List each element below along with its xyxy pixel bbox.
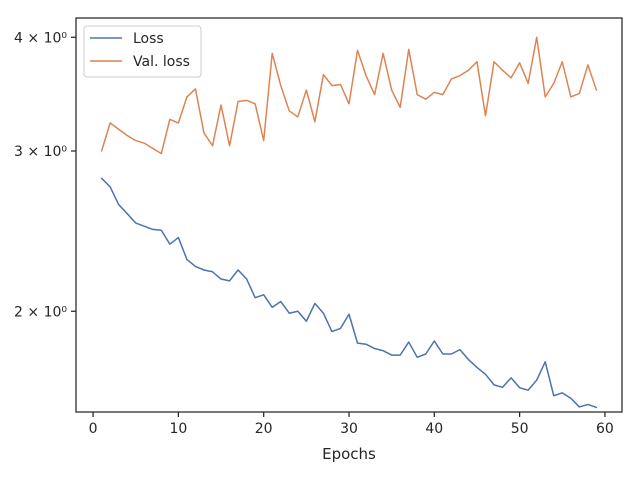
x-tick-label: 60 [596, 421, 614, 437]
series-line-val-loss [100, 36, 598, 155]
x-tick-label: 50 [511, 421, 529, 437]
y-tick-label: 2 × 10⁰ [14, 304, 67, 320]
legend-label-loss: Loss [133, 31, 164, 47]
y-tick-label: 4 × 10⁰ [14, 30, 67, 46]
x-tick-label: 0 [89, 421, 98, 437]
x-axis-ticks: 0 10 20 30 40 50 60 [89, 412, 614, 437]
plot-frame [75, 17, 623, 413]
legend-label-val-loss: Val. loss [133, 54, 190, 70]
x-tick-label: 40 [425, 421, 443, 437]
legend: Loss Val. loss [83, 25, 202, 78]
series-layer [100, 36, 598, 409]
x-tick-label: 30 [340, 421, 358, 437]
y-axis-ticks: 2 × 10⁰ 3 × 10⁰ 4 × 10⁰ [14, 30, 76, 320]
series-line-loss [100, 177, 598, 409]
x-axis-label: Epochs [322, 445, 376, 463]
x-tick-label: 10 [169, 421, 187, 437]
y-tick-label: 3 × 10⁰ [14, 144, 67, 160]
x-tick-label: 20 [255, 421, 273, 437]
